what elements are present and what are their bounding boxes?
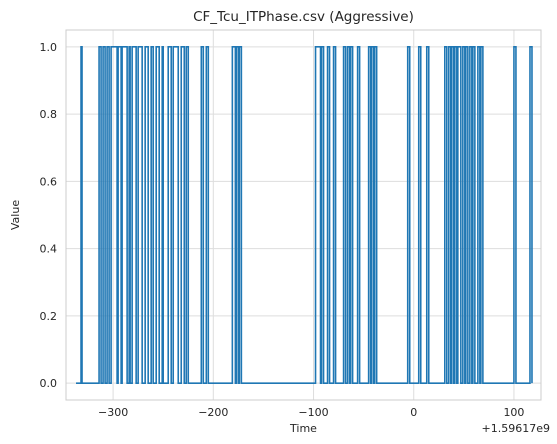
series-line [76,46,533,384]
x-tick-label: −200 [198,406,228,419]
x-ticks: −300 −200 −100 0 100 [98,406,524,419]
x-tick-label: 100 [503,406,524,419]
plot-frame [65,29,542,401]
y-tick-label: 0.2 [40,310,58,323]
x-tick-label: 0 [410,406,417,419]
x-offset-label: +1.59617e9 [482,422,550,435]
y-tick-label: 0.0 [40,377,58,390]
x-tick-label: −300 [98,406,128,419]
series-path [76,46,533,384]
y-tick-label: 1.0 [40,41,58,54]
chart-title: CF_Tcu_ITPhase.csv (Aggressive) [193,9,414,25]
y-ticks: 0.0 0.2 0.4 0.6 0.8 1.0 [40,41,58,390]
x-axis-label: Time [289,422,317,435]
y-tick-label: 0.6 [40,175,58,188]
y-tick-label: 0.4 [40,243,58,256]
x-tick-label: −100 [298,406,328,419]
y-tick-label: 0.8 [40,108,58,121]
y-axis-label: Value [9,200,22,230]
